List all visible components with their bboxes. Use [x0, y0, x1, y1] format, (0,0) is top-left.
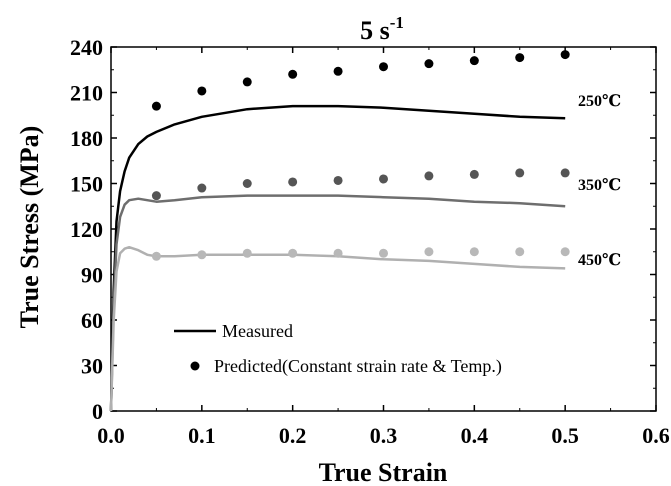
- y-tick-label: 210: [70, 81, 103, 106]
- predicted-point-350: [560, 168, 570, 178]
- predicted-point-350: [151, 191, 161, 201]
- legend-label-measured: Measured: [222, 321, 293, 341]
- temp-label-450: 450℃: [578, 252, 621, 269]
- predicted-point-250: [333, 66, 343, 76]
- predicted-point-350: [197, 183, 207, 193]
- measured-line-350: [109, 194, 566, 412]
- y-tick-label: 180: [70, 126, 103, 151]
- predicted-point-250: [151, 101, 161, 111]
- predicted-point-350: [242, 179, 252, 188]
- predicted-point-250: [424, 59, 434, 69]
- x-tick-label: 0.2: [279, 423, 307, 448]
- predicted-point-350: [469, 169, 479, 179]
- predicted-point-350: [379, 174, 388, 184]
- y-tick-label: 30: [81, 354, 103, 379]
- temp-label-350: 350℃: [578, 177, 621, 194]
- x-tick-label: 0.4: [461, 423, 489, 448]
- chart-title: 5 s-1: [360, 13, 404, 45]
- chart-title-superscript: -1: [390, 13, 404, 32]
- predicted-point-250: [469, 56, 479, 66]
- x-tick-label: 0.3: [370, 423, 398, 448]
- predicted-point-250: [242, 77, 252, 87]
- predicted-point-250: [379, 62, 388, 72]
- x-tick-label: 0.0: [97, 423, 125, 448]
- predicted-point-450: [515, 247, 525, 257]
- legend-label-predicted: Predicted(Constant strain rate & Temp.): [214, 356, 502, 377]
- y-tick-label: 90: [81, 263, 103, 288]
- chart-marks: [109, 50, 570, 412]
- chart-title-text: 5 s: [360, 16, 390, 45]
- legend: Measured Predicted(Constant strain rate …: [174, 321, 502, 377]
- y-tick-label: 240: [70, 35, 103, 60]
- y-tick-label: 150: [70, 172, 103, 197]
- x-axis-label: True Strain: [319, 458, 448, 486]
- predicted-point-450: [469, 247, 479, 257]
- y-tick-label: 120: [70, 217, 103, 242]
- x-tick-label: 0.6: [642, 423, 670, 448]
- predicted-point-250: [560, 50, 570, 60]
- y-tick-label: 0: [92, 399, 103, 424]
- predicted-point-350: [424, 171, 434, 181]
- predicted-point-450: [560, 247, 570, 257]
- predicted-point-450: [379, 248, 388, 258]
- x-tick-label: 0.5: [551, 423, 579, 448]
- legend-dot-predicted: [190, 361, 200, 371]
- predicted-point-350: [515, 168, 525, 178]
- predicted-point-450: [424, 247, 434, 257]
- predicted-point-450: [288, 248, 298, 258]
- x-tick-label: 0.1: [188, 423, 216, 448]
- predicted-point-250: [515, 53, 525, 63]
- predicted-point-450: [197, 250, 207, 260]
- temp-label-250: 250℃: [578, 93, 621, 110]
- y-axis-label: True Stress (MPa): [15, 126, 44, 329]
- measured-line-250: [109, 104, 566, 412]
- predicted-point-450: [333, 248, 343, 258]
- predicted-point-450: [242, 248, 252, 258]
- predicted-point-450: [151, 251, 161, 261]
- plot-axes: 0.0 0.1 0.2 0.3 0.4 0.5 0.6 0 30 60 90 120 150 180 210…: [70, 35, 670, 448]
- predicted-point-350: [288, 177, 298, 187]
- predicted-point-350: [333, 175, 343, 185]
- predicted-point-250: [197, 86, 207, 96]
- predicted-point-250: [288, 69, 298, 79]
- measured-line-450: [109, 245, 566, 412]
- y-tick-label: 60: [81, 308, 103, 333]
